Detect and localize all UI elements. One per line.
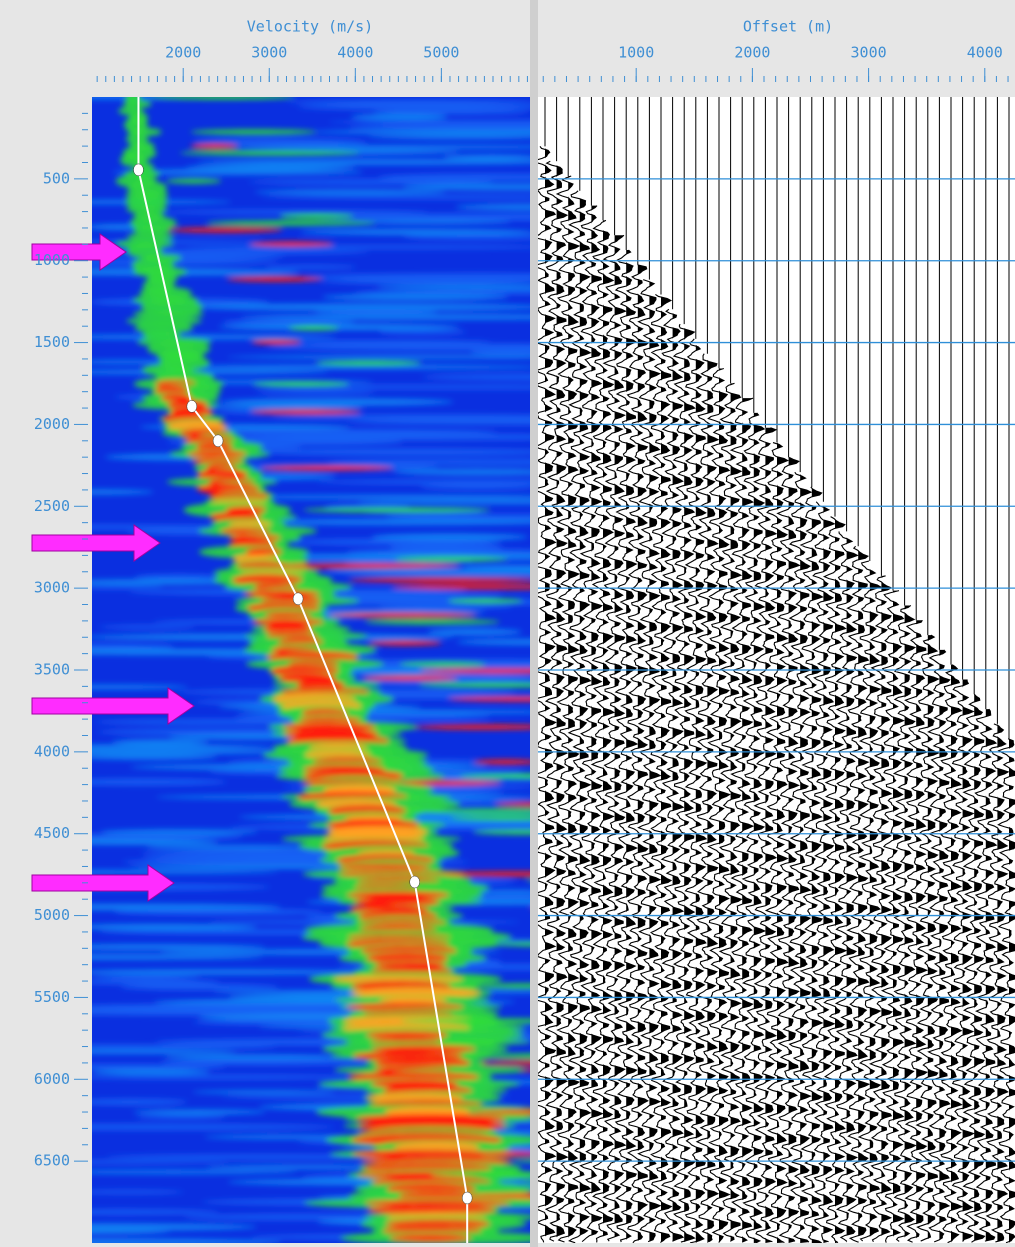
streak-hi [265, 564, 460, 569]
y-tick-label: 3500 [34, 661, 70, 679]
streak-hi [249, 242, 334, 247]
y-tick-label: 500 [43, 169, 70, 187]
streak [112, 739, 209, 745]
streak [256, 390, 375, 395]
velocity-pick [462, 1192, 472, 1204]
streak-hi [349, 578, 540, 583]
y-tick-label: 5500 [34, 988, 70, 1006]
streak [67, 1075, 360, 1080]
streak [192, 1090, 335, 1094]
x-tick-label: 1000 [618, 44, 654, 62]
y-tick-label: 1000 [34, 251, 70, 269]
streak [321, 280, 535, 285]
x-tick-label: 3000 [251, 44, 287, 62]
streak-hi [190, 144, 238, 149]
y-tick-label: 5000 [34, 906, 70, 924]
streak-hi [253, 382, 350, 387]
blob [379, 997, 448, 1004]
streak [254, 189, 446, 194]
streak [158, 210, 428, 215]
streak [65, 969, 361, 975]
x-tick-label: 2000 [734, 44, 770, 62]
y-tick-label: 6500 [34, 1152, 70, 1170]
streak-hi [399, 662, 486, 667]
streak [427, 628, 521, 635]
streak-hi [180, 151, 360, 156]
streak [351, 114, 448, 121]
streak [220, 398, 454, 406]
blob [187, 451, 246, 457]
streak [378, 329, 466, 334]
streak [73, 754, 218, 760]
streak [120, 984, 279, 991]
streak [99, 625, 196, 629]
streak-hi [474, 760, 538, 765]
velocity-pick [293, 593, 303, 605]
streak [367, 135, 553, 140]
streak-hi [365, 620, 500, 625]
streak [196, 159, 572, 165]
streak [114, 908, 324, 915]
streak-hi [166, 179, 221, 184]
streak-hi [369, 641, 442, 646]
x-tick-label: 4000 [967, 44, 1003, 62]
streak-hi [261, 466, 393, 471]
velocity-pick [133, 164, 143, 176]
velocity-pick [213, 435, 223, 447]
velocity-pick [187, 400, 197, 412]
y-tick-label: 6000 [34, 1070, 70, 1088]
streak-hi [251, 340, 301, 345]
streak-hi [315, 361, 421, 366]
velocity-analysis-screen: Velocity (m/s) Offset (m) 2000 3000 4000 50… [0, 0, 1015, 1247]
y-tick-label: 3000 [34, 579, 70, 597]
y-tick-label: 2000 [34, 415, 70, 433]
streak-hi [206, 221, 375, 226]
streak [246, 448, 562, 456]
streak-hi [288, 326, 339, 331]
streak-hi [226, 277, 322, 282]
streak-hi [448, 599, 523, 604]
streak [322, 294, 509, 301]
panel-divider [530, 0, 538, 1247]
streak [136, 1115, 226, 1120]
y-tick-label: 1500 [34, 333, 70, 351]
velocity-pick [410, 876, 420, 888]
x-tick-label: 4000 [337, 44, 373, 62]
y-tick-label: 4500 [34, 824, 70, 842]
blob [390, 1234, 472, 1242]
streak [443, 154, 541, 159]
x-tick-label: 5000 [423, 44, 459, 62]
x-tick-label: 3000 [851, 44, 887, 62]
streak [160, 1058, 374, 1065]
streak-hi [250, 410, 361, 415]
streak-hi [191, 130, 317, 135]
y-tick-label: 2500 [34, 497, 70, 515]
y-tick-label: 4000 [34, 742, 70, 760]
streak [419, 484, 536, 489]
streak-hi [328, 613, 476, 618]
streak [92, 975, 201, 979]
streak-hi [169, 228, 283, 233]
streak [145, 845, 318, 849]
streak-hi [363, 676, 458, 681]
streak [266, 265, 356, 269]
streak [93, 1069, 210, 1075]
x-axis-title: Offset (m) [743, 18, 833, 36]
streak [133, 1109, 266, 1114]
blob [123, 100, 152, 108]
x-tick-label: 2000 [165, 44, 201, 62]
streak-hi [279, 214, 354, 219]
streak [244, 519, 559, 525]
streak [378, 605, 513, 609]
x-axis-title: Velocity (m/s) [247, 18, 373, 36]
streak-hi [394, 557, 507, 562]
streak-hi [303, 508, 491, 513]
streak [185, 245, 560, 249]
streak [297, 104, 551, 111]
